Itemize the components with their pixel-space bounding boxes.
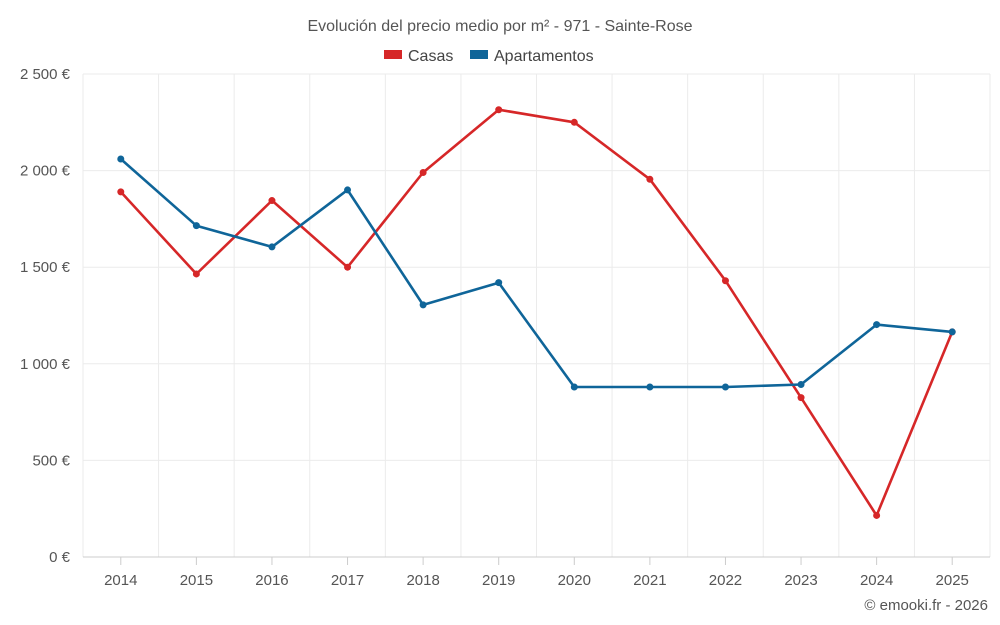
x-tick-label: 2023 (784, 572, 817, 589)
x-tick-label: 2024 (860, 572, 893, 589)
data-point-casas[interactable] (646, 175, 654, 183)
data-point-casas[interactable] (721, 277, 729, 285)
legend-swatch (470, 50, 488, 59)
data-point-apartamentos[interactable] (268, 243, 276, 251)
data-point-apartamentos[interactable] (873, 321, 881, 329)
x-tick-label: 2016 (255, 572, 288, 589)
data-point-casas[interactable] (797, 394, 805, 402)
x-tick-label: 2019 (482, 572, 515, 589)
series-apartamentos (117, 155, 956, 391)
x-tick-label: 2021 (633, 572, 666, 589)
data-point-apartamentos[interactable] (419, 301, 427, 309)
data-point-casas[interactable] (117, 188, 125, 196)
data-point-apartamentos[interactable] (721, 383, 729, 391)
data-point-apartamentos[interactable] (495, 279, 503, 287)
legend-swatch (384, 50, 402, 59)
y-tick-label: 1 500 € (20, 259, 71, 276)
series-line-apartamentos (119, 157, 954, 389)
data-point-casas[interactable] (419, 169, 427, 177)
legend-label: Apartamentos (494, 48, 594, 65)
y-tick-label: 0 € (49, 549, 71, 566)
legend-label: Casas (408, 48, 453, 65)
data-point-apartamentos[interactable] (344, 186, 352, 194)
data-point-apartamentos[interactable] (117, 155, 125, 163)
data-point-casas[interactable] (192, 270, 200, 278)
x-tick-label: 2020 (558, 572, 591, 589)
x-tick-label: 2022 (709, 572, 742, 589)
x-tick-label: 2015 (180, 572, 213, 589)
x-tick-label: 2017 (331, 572, 364, 589)
data-point-casas[interactable] (873, 511, 881, 519)
x-tick-label: 2025 (936, 572, 969, 589)
y-tick-label: 1 000 € (20, 356, 71, 373)
x-tick-label: 2018 (406, 572, 439, 589)
data-point-apartamentos[interactable] (570, 383, 578, 391)
legend: Casas Apartamentos (384, 48, 594, 65)
x-tick-label: 2014 (104, 572, 137, 589)
series-group (117, 106, 956, 519)
legend-item-casas[interactable]: Casas (384, 48, 453, 65)
data-point-casas[interactable] (268, 197, 276, 205)
series-line-casas (119, 108, 954, 517)
chart-title: Evolución del precio medio por m² - 971 … (307, 18, 692, 35)
data-point-casas[interactable] (570, 118, 578, 126)
axes: 0 € 500 € 1 000 € 1 500 € 2 000 € 2 500 € 2014… (20, 66, 990, 589)
legend-item-apartamentos[interactable]: Apartamentos (470, 48, 594, 65)
y-tick-label: 500 € (32, 452, 70, 469)
grid (82, 73, 991, 557)
data-point-casas[interactable] (495, 106, 503, 114)
data-point-apartamentos[interactable] (192, 222, 200, 230)
y-tick-label: 2 500 € (20, 66, 71, 83)
data-point-apartamentos[interactable] (948, 328, 956, 336)
data-point-apartamentos[interactable] (797, 380, 805, 388)
credit-text: © emooki.fr - 2026 (864, 597, 988, 614)
data-point-apartamentos[interactable] (646, 383, 654, 391)
y-tick-label: 2 000 € (20, 163, 71, 180)
data-point-casas[interactable] (344, 263, 352, 271)
